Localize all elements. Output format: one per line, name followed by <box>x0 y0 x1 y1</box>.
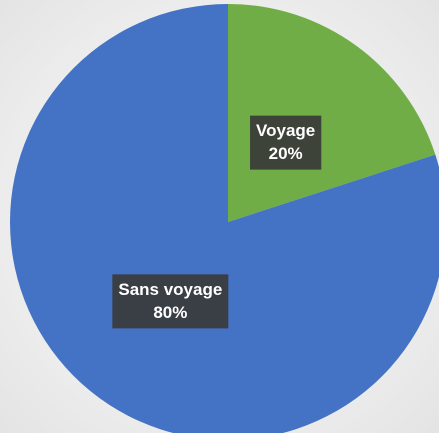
label-value: 80% <box>153 303 187 322</box>
label-category: Sans voyage <box>118 280 222 299</box>
data-labels: Voyage 20% Sans voyage 80% <box>112 115 322 329</box>
label-category: Voyage <box>256 121 315 140</box>
label-box <box>250 115 322 170</box>
data-label: Sans voyage 80% <box>112 274 229 329</box>
pie <box>10 4 439 433</box>
label-box <box>112 274 229 329</box>
label-value: 20% <box>269 144 303 163</box>
data-label: Voyage 20% <box>250 115 322 170</box>
